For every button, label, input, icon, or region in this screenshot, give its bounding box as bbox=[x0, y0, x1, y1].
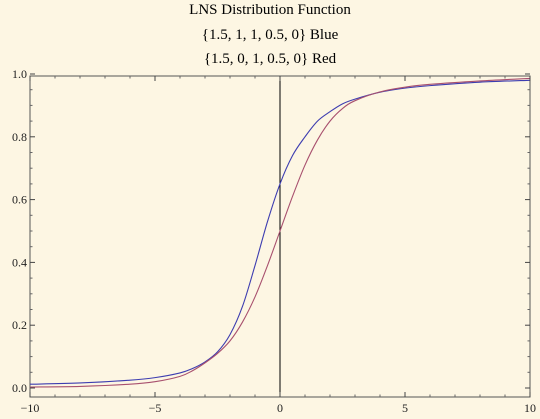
series-line-red bbox=[29, 77, 531, 388]
x-tick-label: 5 bbox=[402, 401, 408, 415]
y-tick-label: 0.0 bbox=[12, 381, 27, 395]
chart-subtitle-blue: {1.5, 1, 1, 0.5, 0} Blue bbox=[201, 27, 339, 43]
x-tick-label: 0 bbox=[277, 401, 283, 415]
y-tick-label: 0.6 bbox=[12, 193, 27, 207]
y-tick-label: 0.8 bbox=[12, 130, 27, 144]
chart-title: LNS Distribution Function bbox=[189, 2, 351, 18]
y-tick-label: 0.2 bbox=[12, 318, 27, 332]
x-tick-label: −5 bbox=[149, 401, 162, 415]
y-tick-label: 1.0 bbox=[12, 67, 27, 81]
x-tick-label: 10 bbox=[524, 401, 536, 415]
chart-subtitle-red: {1.5, 0, 1, 0.5, 0} Red bbox=[203, 51, 337, 67]
y-tick-label: 0.4 bbox=[12, 255, 27, 269]
x-tick-label: −10 bbox=[21, 401, 40, 415]
